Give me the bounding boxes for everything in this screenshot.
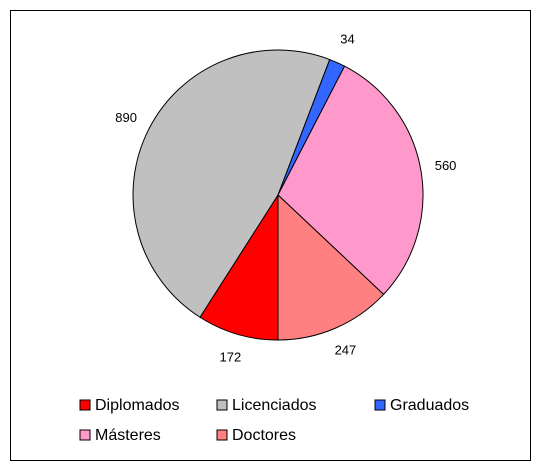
legend-swatch [374,399,386,411]
legend-label: Licenciados [232,397,317,414]
legend-swatch [79,429,91,441]
value-label: 172 [220,350,242,365]
legend-swatch [216,399,228,411]
value-label: 34 [340,31,354,46]
pie-slice [132,49,331,318]
pie-slice [199,193,279,341]
legend-label: Másteres [95,427,161,444]
value-label: 890 [115,110,137,125]
pie-slice [277,65,424,296]
legend-label: Diplomados [95,397,179,414]
pie-slice [277,193,385,341]
value-label: 247 [335,342,357,357]
legend-label: Graduados [390,397,469,414]
legend-swatch [79,399,91,411]
value-label: 560 [435,158,457,173]
legend-swatch [216,429,228,441]
legend-label: Doctores [232,427,296,444]
